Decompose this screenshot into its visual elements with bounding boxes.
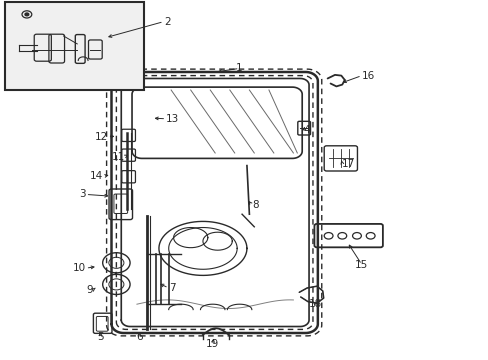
Bar (5, 2, 144, 90)
Text: 16: 16 (361, 71, 374, 81)
Text: 6: 6 (136, 332, 142, 342)
Text: 12: 12 (94, 132, 107, 142)
Text: 7: 7 (168, 283, 175, 293)
Text: 15: 15 (354, 260, 368, 270)
Text: 1: 1 (236, 63, 243, 73)
Text: 3: 3 (79, 189, 85, 199)
Text: 5: 5 (97, 332, 103, 342)
Text: 10: 10 (72, 263, 85, 273)
Circle shape (25, 13, 29, 16)
Text: 19: 19 (205, 339, 219, 349)
Text: 14: 14 (89, 171, 102, 181)
Text: 2: 2 (163, 17, 170, 27)
Text: 18: 18 (308, 299, 322, 309)
Text: 4: 4 (303, 125, 309, 135)
Text: 9: 9 (86, 285, 93, 295)
Text: 8: 8 (251, 200, 258, 210)
Text: 13: 13 (166, 114, 179, 124)
Text: 17: 17 (342, 159, 355, 169)
Text: 11: 11 (111, 152, 124, 162)
